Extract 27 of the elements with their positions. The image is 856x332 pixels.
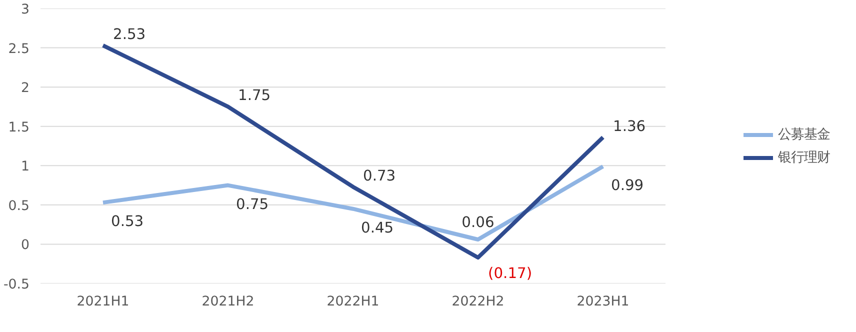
data-label: 0.73 [363,167,396,184]
data-label: 0.53 [111,213,144,230]
data-label: (0.17) [488,265,532,282]
x-tick-label: 2023H1 [576,294,630,310]
data-label: 2.53 [113,26,146,43]
y-tick-label: 0 [21,238,30,254]
line-series [101,43,605,260]
x-tick-label: 2021H1 [76,294,130,310]
x-tick-label: 2022H2 [452,294,504,310]
y-tick-label: 1 [21,160,30,175]
data-label: 0.99 [611,176,644,194]
line-series [101,164,605,242]
legend-label: 公募基金 [778,125,830,143]
data-label: 0.45 [361,219,394,236]
x-tick-label: 2021H2 [202,294,254,310]
data-label: 1.75 [238,87,271,104]
y-tick-label: 2 [21,81,30,96]
y-tick-label: -0.5 [3,278,30,292]
x-tick-label: 2022H1 [326,294,380,310]
data-label: 1.36 [613,118,646,135]
legend-label: 银行理财 [778,148,830,166]
data-label: 0.06 [462,214,494,231]
y-tick-label: 2.5 [8,42,30,57]
y-tick-label: 0.5 [8,198,30,214]
data-label: 0.75 [236,196,269,213]
y-tick-label: 3 [21,2,30,18]
y-tick-label: 1.5 [8,120,30,136]
